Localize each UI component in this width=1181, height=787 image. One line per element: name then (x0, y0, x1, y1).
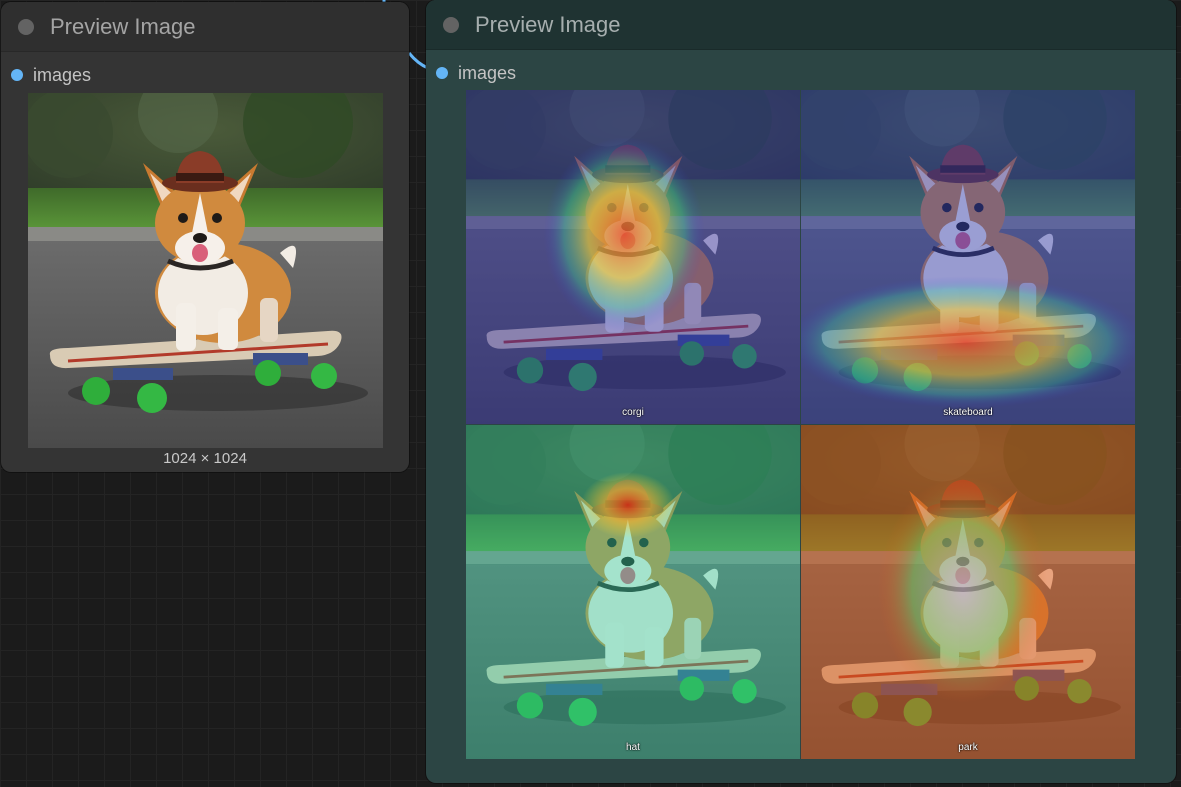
heatmap-image-skateboard (801, 90, 1135, 424)
collapse-toggle-icon[interactable] (18, 19, 34, 35)
node-title: Preview Image (50, 14, 196, 39)
input-slot-dot-icon[interactable] (11, 69, 23, 81)
preview-image-node-right[interactable]: Preview Image images corgi (426, 0, 1176, 783)
node-header[interactable]: Preview Image (426, 0, 1176, 50)
tile-label: hat (626, 742, 640, 753)
image-size-caption: 1024 × 1024 (163, 450, 247, 467)
tile-label: skateboard (943, 407, 993, 418)
tile-label: park (958, 742, 978, 753)
tile-label: corgi (622, 407, 644, 418)
collapse-toggle-icon[interactable] (443, 17, 459, 33)
input-slot-label: images (458, 63, 517, 83)
heatmap-tile-corgi[interactable]: corgi (466, 90, 800, 424)
heatmap-tile-park[interactable]: park (801, 425, 1135, 759)
input-slot-dot-icon[interactable] (436, 67, 448, 79)
corgi-skateboard-image (28, 93, 383, 448)
node-header[interactable]: Preview Image (1, 2, 409, 52)
heatmap-image-park (801, 425, 1135, 759)
heatmap-tile-hat[interactable]: hat (466, 425, 800, 759)
heatmap-tile-skateboard[interactable]: skateboard (801, 90, 1135, 424)
heatmap-grid: corgi skateboard (466, 90, 1135, 759)
preview-image[interactable] (28, 93, 383, 448)
heatmap-image-corgi (466, 90, 800, 424)
preview-image-node-left[interactable]: Preview Image images 1024 × 1024 (1, 2, 409, 472)
node-title: Preview Image (475, 12, 621, 37)
input-slot-label: images (33, 65, 92, 85)
heatmap-image-hat (466, 425, 800, 759)
